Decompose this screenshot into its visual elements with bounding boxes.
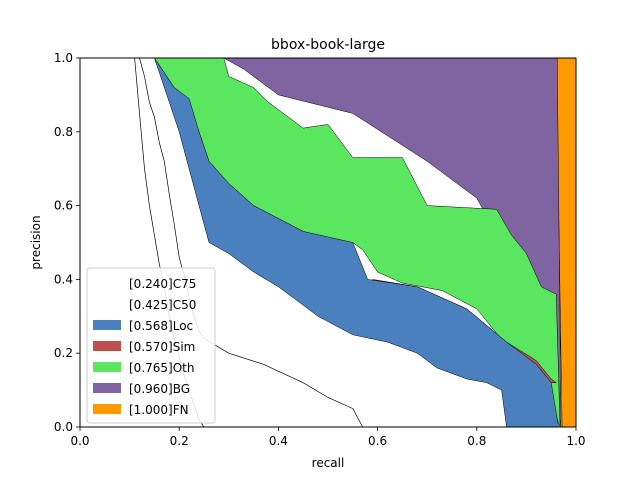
axes-frame <box>79 57 577 428</box>
y-tick-label: 0.6 <box>54 199 73 213</box>
y-ticks: 0.0 0.2 0.4 0.6 0.8 1.0 <box>54 51 80 434</box>
legend-swatch <box>93 383 121 393</box>
x-ticks: 0.0 0.2 0.4 0.6 0.8 1.0 <box>70 427 586 448</box>
legend-label: [0.240]C75 <box>129 277 196 291</box>
legend-swatch <box>93 320 121 330</box>
legend-swatch <box>93 341 121 351</box>
x-tick-label: 0.6 <box>368 434 387 448</box>
legend-label: [0.960]BG <box>129 382 190 396</box>
legend-swatch <box>93 362 121 372</box>
legend-label: [0.425]C50 <box>129 298 196 312</box>
y-tick-label: 0.4 <box>54 272 73 286</box>
y-tick-label: 1.0 <box>54 51 73 65</box>
legend-swatch <box>93 404 121 414</box>
legend-swatch <box>93 278 121 288</box>
y-tick-label: 0.8 <box>54 125 73 139</box>
x-tick-label: 1.0 <box>566 434 585 448</box>
legend-label: [1.000]FN <box>129 403 189 417</box>
x-tick-label: 0.4 <box>269 434 288 448</box>
legend-swatch <box>93 299 121 309</box>
legend-label: [0.765]Oth <box>129 361 194 375</box>
chart-title: bbox-book-large <box>271 37 385 53</box>
legend-label: [0.568]Loc <box>129 319 193 333</box>
x-tick-label: 0.2 <box>170 434 189 448</box>
legend: [0.240]C75 [0.425]C50 [0.568]Loc [0.570]Sim… <box>86 267 216 424</box>
legend-label: [0.570]Sim <box>129 340 195 354</box>
x-axis-label: recall <box>312 456 345 470</box>
y-tick-label: 0.2 <box>54 346 73 360</box>
x-tick-label: 0.8 <box>467 434 486 448</box>
x-tick-label: 0.0 <box>70 434 89 448</box>
y-axis-label: precision <box>29 215 43 269</box>
y-tick-label: 0.0 <box>54 420 73 434</box>
